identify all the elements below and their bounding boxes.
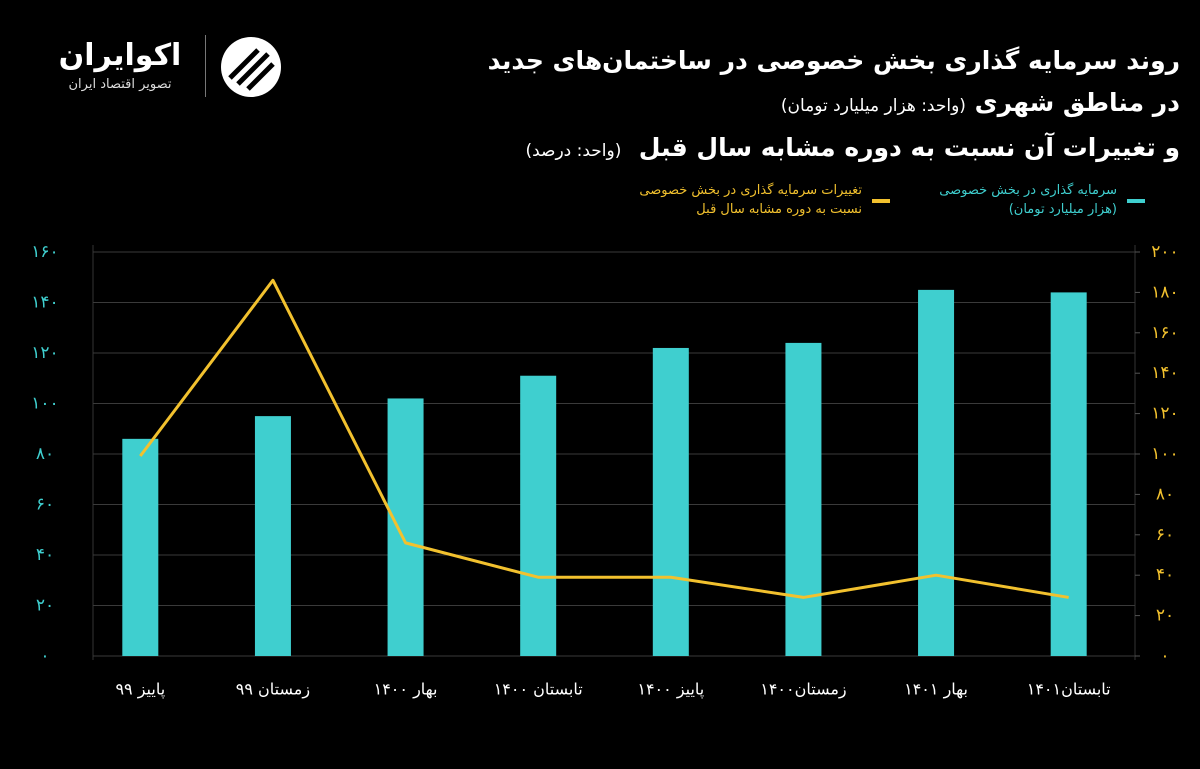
y2-tick-label: ۱۰۰	[1151, 444, 1178, 464]
brand-divider	[205, 35, 206, 97]
subtitle-text: و تغییرات آن نسبت به دوره مشابه سال قبل	[638, 133, 1180, 162]
legend-swatch	[1127, 199, 1145, 203]
y2-tick-label: ۶۰	[1156, 525, 1174, 545]
legend-label: تغییرات سرمایه گذاری در بخش خصوصی نسبت ب…	[639, 183, 862, 217]
bar	[1050, 292, 1087, 656]
bar	[254, 416, 291, 656]
x-tick-label: پاییز ۱۴۰۰	[637, 680, 704, 700]
y2-tick-label: ۲۰۰	[1151, 242, 1178, 262]
y-tick-label: ۱۰۰	[31, 394, 58, 414]
brand-tagline: تصویر اقتصاد ایران	[68, 77, 172, 92]
x-tick-label: پاییز ۹۹	[115, 680, 165, 700]
x-tick-label: بهار ۱۴۰۱	[904, 680, 968, 700]
legend-swatch	[872, 199, 890, 203]
x-tick-label: زمستان ۹۹	[236, 680, 310, 700]
y2-tick-label: ۰	[1160, 646, 1169, 666]
x-tick-label: بهار ۱۴۰۰	[374, 680, 438, 700]
x-tick-label: تابستان۱۴۰۱	[1027, 680, 1111, 699]
subtitle-unit: (واحد: هزار میلیارد تومان)	[780, 96, 966, 116]
y-tick-label: ۱۶۰	[31, 242, 58, 262]
y2-tick-label: ۱۸۰	[1151, 282, 1178, 302]
legend-label: سرمایه گذاری در بخش خصوصی (هزار میلیارد …	[939, 183, 1117, 217]
y2-tick-label: ۸۰	[1156, 484, 1174, 504]
y-tick-label: ۱۴۰	[31, 293, 58, 313]
y2-tick-label: ۱۲۰	[1151, 404, 1178, 424]
brand: اکوایران تصویر اقتصاد ایران	[40, 38, 200, 92]
y-tick-label: ۸۰	[36, 444, 54, 464]
bar	[918, 289, 955, 656]
y-tick-label: ۶۰	[36, 495, 54, 515]
y2-tick-label: ۲۰	[1156, 606, 1174, 626]
bar	[652, 347, 689, 656]
y2-tick-label: ۱۴۰	[1151, 363, 1178, 383]
x-tick-label: تابستان ۱۴۰۰	[494, 680, 583, 699]
brand-name: اکوایران	[58, 38, 182, 73]
bar	[520, 375, 557, 656]
y2-tick-label: ۱۶۰	[1151, 323, 1178, 343]
subtitle-unit: (واحد: درصد)	[525, 141, 622, 161]
line	[139, 278, 1069, 599]
chart-title: روند سرمایه گذاری بخش خصوصی در ساختمان‌ه…	[487, 46, 1180, 75]
title-block: روند سرمایه گذاری بخش خصوصی در ساختمان‌ه…	[380, 40, 1180, 172]
y2-tick-label: ۴۰	[1156, 565, 1174, 585]
subtitle-text: در مناطق شهری	[974, 88, 1180, 117]
y-tick-label: ۴۰	[36, 545, 54, 565]
brand-logo	[221, 37, 281, 97]
subtitle: در مناطق شهری (واحد: هزار میلیارد تومان)	[380, 82, 1180, 127]
bar	[122, 438, 159, 656]
y-tick-label: ۱۲۰	[31, 343, 58, 363]
y-tick-label: ۲۰	[36, 596, 54, 616]
subtitle: و تغییرات آن نسبت به دوره مشابه سال قبل …	[380, 127, 1180, 172]
y-tick-label: ۰	[40, 646, 49, 666]
bar	[387, 398, 424, 656]
x-tick-label: زمستان۱۴۰۰	[760, 680, 846, 700]
bar	[785, 342, 822, 656]
